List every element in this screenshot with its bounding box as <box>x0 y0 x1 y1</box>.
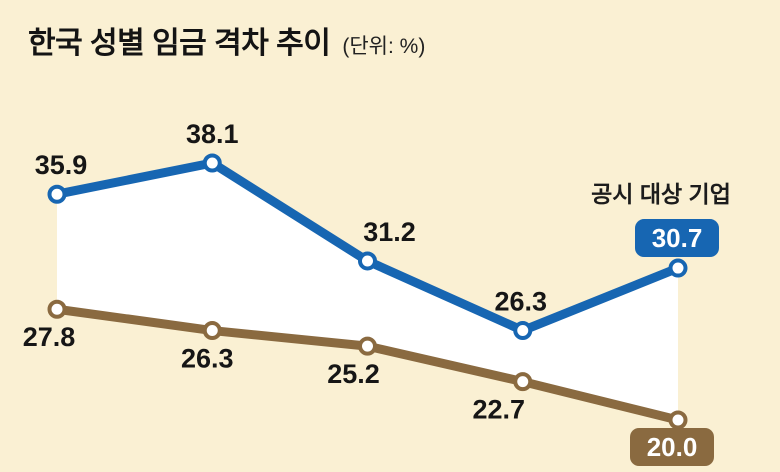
chart-unit-label: (단위: %) <box>342 35 426 58</box>
data-point-marker <box>47 184 67 204</box>
data-point-marker <box>358 336 377 356</box>
value-badge-disclosure: 30.7 <box>652 223 703 253</box>
data-point-marker <box>47 299 67 319</box>
value-label-disclosure: 31.2 <box>363 217 416 247</box>
series-annotation: 공시 대상 기업 <box>591 181 731 207</box>
value-label-disclosure: 35.9 <box>35 150 88 180</box>
value-badge-disclosure-bg <box>635 219 719 258</box>
data-point-marker <box>668 410 688 430</box>
value-badge-lower-bg <box>630 428 714 466</box>
value-badge-lower: 20.0 <box>647 432 698 462</box>
value-label-lower: 25.2 <box>327 359 380 389</box>
chart-header: 한국 성별 임금 격차 추이 (단위: %) <box>28 18 425 62</box>
data-point-marker <box>513 321 533 341</box>
value-label-disclosure: 38.1 <box>186 119 239 149</box>
value-label-lower: 22.7 <box>472 395 525 425</box>
value-label-lower: 27.8 <box>23 322 76 352</box>
fill-between-area <box>57 162 678 421</box>
data-point-marker <box>668 258 688 278</box>
value-label-lower: 26.3 <box>181 344 234 374</box>
data-point-marker <box>513 372 533 392</box>
chart-title: 한국 성별 임금 격차 추이 <box>28 27 331 60</box>
data-point-marker <box>202 321 222 341</box>
value-label-disclosure: 26.3 <box>494 287 547 317</box>
data-point-marker <box>202 153 222 173</box>
data-point-marker <box>358 251 377 271</box>
